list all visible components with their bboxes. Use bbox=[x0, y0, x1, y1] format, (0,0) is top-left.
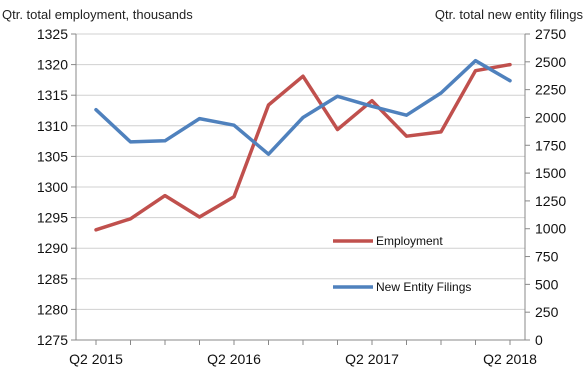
y-left-axis-label: Qtr. total employment, thousands bbox=[2, 7, 193, 22]
y-left-tick-label: 1320 bbox=[37, 57, 68, 73]
legend: Employment New Entity Filings bbox=[333, 234, 471, 294]
y-left-tick-label: 1310 bbox=[37, 118, 68, 134]
series-line-new-entity-filings bbox=[94, 58, 512, 156]
y-left-tick-label: 1305 bbox=[37, 148, 68, 164]
y-right-tick-label: 2250 bbox=[535, 82, 566, 98]
x-tick-label: Q2 2017 bbox=[345, 351, 399, 367]
y-left-tick-label: 1325 bbox=[37, 26, 68, 42]
series-line-employment bbox=[94, 62, 512, 232]
y-right-tick-label: 0 bbox=[535, 332, 543, 348]
y-left-tick-label: 1275 bbox=[37, 332, 68, 348]
y-right-tick-label: 1750 bbox=[535, 137, 566, 153]
legend-label-new-entity-filings: New Entity Filings bbox=[376, 280, 471, 294]
y-left-tick-label: 1280 bbox=[37, 301, 68, 317]
x-tick-labels: Q2 2015 Q2 2016 Q2 2017 Q2 2018 bbox=[69, 340, 537, 367]
y-right-tick-label: 1500 bbox=[535, 165, 566, 181]
y-left-tick-label: 1300 bbox=[37, 179, 68, 195]
y-right-tick-label: 1250 bbox=[535, 193, 566, 209]
y-right-tick-label: 2000 bbox=[535, 109, 566, 125]
x-tick-label: Q2 2015 bbox=[69, 351, 123, 367]
y-left-tick-label: 1295 bbox=[37, 210, 68, 226]
x-tick-label: Q2 2018 bbox=[483, 351, 537, 367]
y-left-tick-labels: 1325 1320 1315 1310 1305 1300 1295 1290 1285 1280… bbox=[37, 26, 76, 348]
y-right-tick-label: 2750 bbox=[535, 26, 566, 42]
y-right-tick-label: 750 bbox=[535, 249, 559, 265]
y-right-tick-label: 1000 bbox=[535, 221, 566, 237]
x-tick-label: Q2 2016 bbox=[207, 351, 261, 367]
legend-label-employment: Employment bbox=[376, 234, 443, 248]
y-right-tick-label: 2500 bbox=[535, 54, 566, 70]
series-lines bbox=[94, 58, 512, 232]
y-right-tick-label: 250 bbox=[535, 304, 559, 320]
y-left-tick-label: 1290 bbox=[37, 240, 68, 256]
y-right-tick-label: 500 bbox=[535, 276, 559, 292]
y-left-tick-label: 1315 bbox=[37, 87, 68, 103]
y-left-tick-label: 1285 bbox=[37, 271, 68, 287]
y-right-tick-labels: 2750250022502000175015001250100075050025… bbox=[525, 26, 566, 348]
y-right-axis-label: Qtr. total new entity filings bbox=[435, 7, 584, 22]
